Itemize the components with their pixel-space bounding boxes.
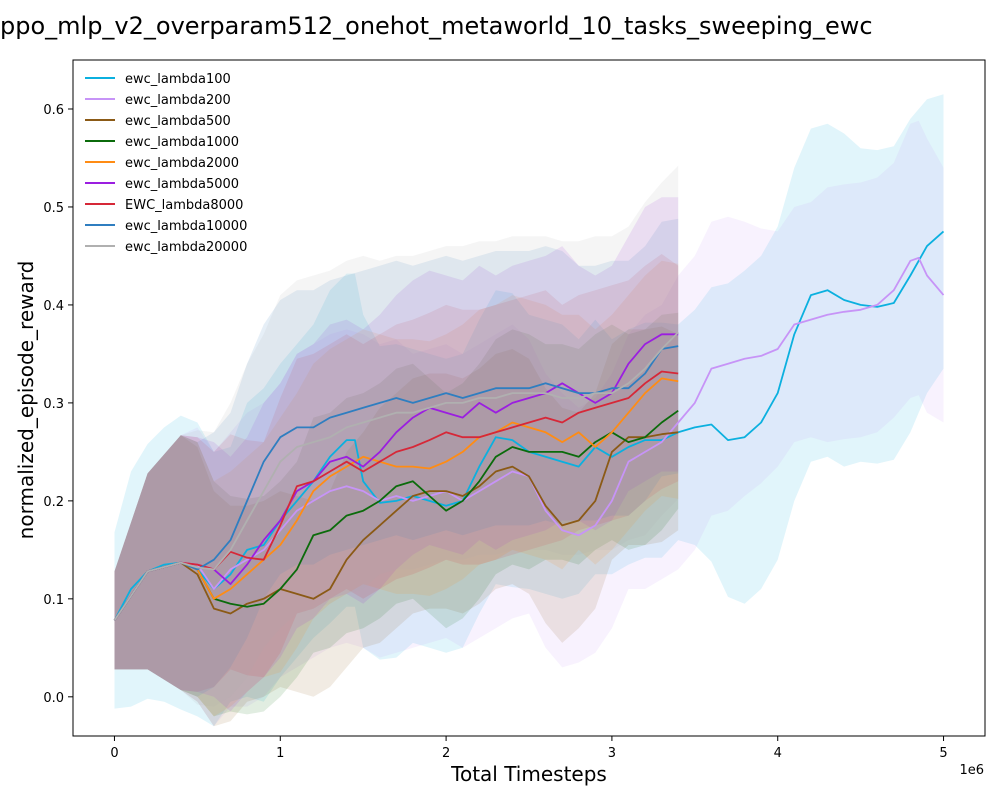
band-series-8 (114, 165, 679, 707)
y-axis: 0.0 0.1 0.2 0.3 0.4 0.5 0.6 (43, 103, 73, 706)
y-tick-label-6: 0.6 (43, 103, 64, 118)
legend-label-2: ewc_lambda500 (125, 114, 231, 129)
legend-label-3: ewc_lambda1000 (125, 135, 239, 150)
legend-label-0: ewc_lambda100 (125, 72, 231, 87)
line-series-5 (113, 333, 679, 621)
chart-title: ppo_mlp_v2_overparam512_onehot_metaworld… (0, 12, 873, 40)
confidence-bands (114, 94, 944, 727)
line-series-2 (113, 431, 679, 621)
x-tick-label-3: 3 (608, 746, 616, 761)
line-series-0 (113, 230, 945, 621)
line-series-7 (113, 345, 679, 621)
legend-label-4: ewc_lambda2000 (125, 156, 239, 171)
legend: ewc_lambda100 ewc_lambda200 ewc_lambda500e… (85, 72, 247, 255)
x-scale-label: 1e6 (959, 763, 984, 778)
band-series-5 (114, 197, 679, 712)
line-series-1 (113, 256, 945, 621)
line-series-6 (113, 370, 679, 621)
y-tick-label-4: 0.4 (43, 299, 64, 314)
y-tick-label-5: 0.5 (43, 201, 64, 216)
legend-label-1: ewc_lambda200 (125, 93, 231, 108)
legend-label-6: EWC_lambda8000 (125, 198, 243, 213)
y-tick-label-1: 0.1 (43, 593, 64, 608)
plot-frame (72, 59, 986, 737)
y-tick-label-0: 0.0 (43, 691, 64, 706)
x-tick-label-1: 1 (276, 746, 284, 761)
band-series-2 (114, 326, 679, 727)
x-axis-label: Total Timesteps (450, 762, 607, 786)
line-series-8 (113, 331, 679, 621)
y-tick-label-2: 0.2 (43, 495, 64, 510)
band-series-7 (114, 218, 679, 697)
y-tick-label-3: 0.3 (43, 397, 64, 412)
band-series-3 (114, 312, 679, 717)
band-series-6 (114, 254, 679, 692)
band-series-4 (114, 260, 679, 717)
y-axis-label: normalized_episode_reward (14, 261, 38, 540)
band-series-1 (114, 120, 944, 727)
line-series-3 (113, 409, 679, 621)
band-series-0 (114, 94, 944, 727)
x-tick-label-2: 2 (442, 746, 450, 761)
series-lines (113, 230, 945, 621)
x-tick-label-0: 0 (110, 746, 118, 761)
legend-label-7: ewc_lambda10000 (125, 219, 247, 234)
x-axis: 0 1 2 3 4 5 (110, 736, 948, 761)
line-series-4 (113, 377, 679, 621)
legend-label-5: ewc_lambda5000 (125, 177, 239, 192)
legend-label-8: ewc_lambda20000 (125, 240, 247, 255)
x-tick-label-4: 4 (774, 746, 782, 761)
x-tick-label-5: 5 (939, 746, 947, 761)
